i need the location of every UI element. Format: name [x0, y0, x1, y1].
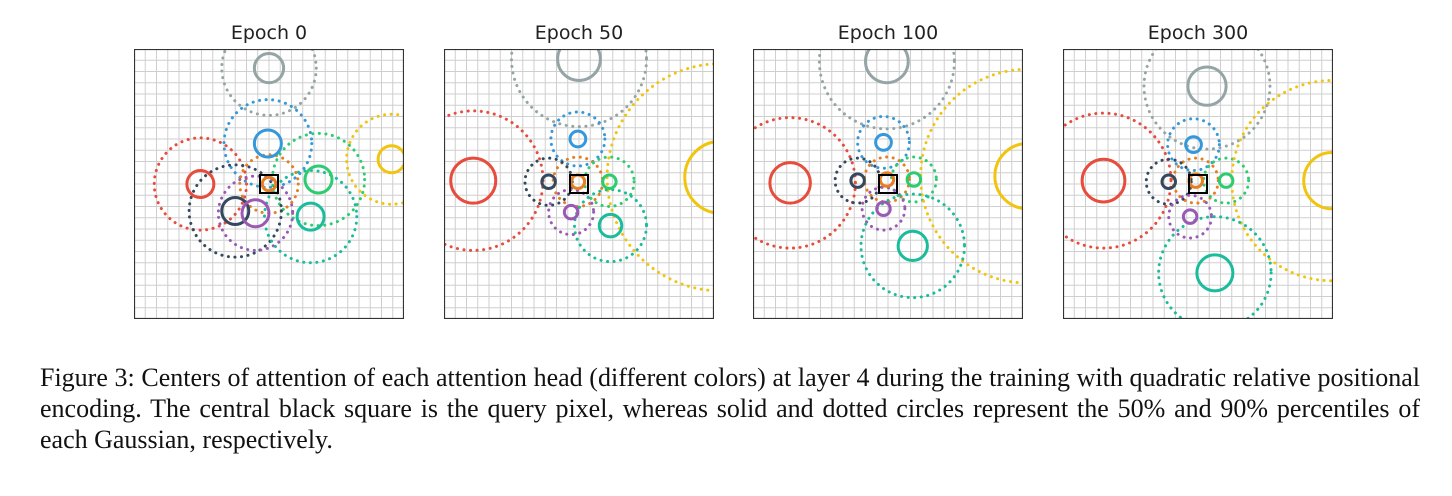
head-90-percentile-orange	[862, 155, 911, 204]
head-50-percentile-green	[905, 171, 923, 188]
grid	[753, 49, 1023, 319]
head-90-percentile-purple	[1167, 193, 1213, 240]
head-50-percentile-teal	[896, 229, 929, 262]
panel-epoch-0	[134, 49, 404, 319]
head-50-percentile-yellow	[376, 144, 404, 175]
figure-caption: Figure 3: Centers of attention of each a…	[40, 363, 1420, 454]
query-pixel-square	[878, 174, 898, 194]
head-90-percentile-gray	[220, 49, 318, 117]
panel-epoch-100-title: Epoch 100	[837, 22, 939, 44]
head-50-percentile-yellow	[683, 140, 714, 215]
head-50-percentile-gray	[864, 49, 910, 85]
head-50-percentile-teal	[1195, 253, 1235, 293]
head-50-percentile-purple	[875, 200, 892, 217]
head-90-percentile-teal	[263, 169, 359, 265]
head-50-percentile-blue	[252, 128, 283, 159]
query-pixel-square	[569, 174, 589, 194]
head-90-percentile-blue	[222, 98, 314, 189]
head-50-percentile-teal	[597, 212, 624, 239]
grid	[134, 49, 404, 319]
query-pixel-square	[259, 174, 279, 194]
head-90-percentile-dark	[833, 156, 882, 205]
head-90-percentile-green	[270, 131, 367, 228]
grid	[444, 49, 714, 319]
head-50-percentile-red	[185, 169, 216, 199]
head-90-percentile-blue	[856, 115, 911, 170]
head-90-percentile-blue	[1166, 117, 1221, 172]
head-90-percentile-green	[1202, 156, 1251, 205]
head-50-percentile-blue	[1184, 135, 1203, 154]
head-90-percentile-yellow	[345, 112, 404, 206]
head-50-percentile-dark	[1160, 173, 1177, 190]
head-90-percentile-gray	[510, 49, 648, 129]
head-50-percentile-yellow	[1302, 151, 1333, 211]
head-90-percentile-yellow	[1230, 79, 1333, 283]
head-50-percentile-green	[303, 164, 334, 195]
head-50-percentile-teal	[295, 201, 326, 232]
panel-epoch-50	[444, 49, 714, 319]
head-90-percentile-orange	[551, 155, 605, 208]
head-50-percentile-green	[1217, 172, 1235, 189]
head-50-percentile-red	[449, 156, 498, 205]
head-90-percentile-teal	[1157, 215, 1273, 319]
head-90-percentile-gray	[817, 49, 956, 131]
head-50-percentile-dark	[220, 196, 251, 226]
head-50-percentile-gray	[1186, 65, 1228, 107]
head-90-percentile-green	[583, 155, 636, 208]
panel-frame	[134, 49, 404, 319]
panel-frame	[753, 49, 1023, 319]
head-50-percentile-purple	[1181, 208, 1199, 225]
head-50-percentile-yellow	[993, 142, 1023, 210]
head-50-percentile-purple	[562, 203, 580, 221]
head-50-percentile-red	[1080, 157, 1127, 204]
head-50-percentile-orange	[878, 171, 896, 188]
head-90-percentile-dark	[187, 163, 283, 259]
head-50-percentile-green	[601, 173, 618, 190]
panel-epoch-50-title: Epoch 50	[534, 22, 624, 44]
panel-epoch-300	[1063, 49, 1333, 319]
head-50-percentile-gray	[252, 52, 286, 85]
head-90-percentile-yellow	[605, 62, 714, 293]
head-90-percentile-purple	[547, 188, 596, 237]
head-90-percentile-gray	[1142, 49, 1272, 151]
head-50-percentile-blue	[874, 133, 893, 152]
query-pixel-square	[1188, 174, 1208, 194]
head-90-percentile-green	[889, 155, 938, 204]
head-90-percentile-blue	[549, 110, 607, 168]
head-50-percentile-orange	[260, 175, 278, 193]
head-50-percentile-purple	[240, 198, 271, 229]
head-90-percentile-red	[1063, 111, 1173, 250]
head-90-percentile-red	[152, 136, 248, 232]
head-50-percentile-red	[768, 161, 812, 205]
head-50-percentile-dark	[540, 173, 557, 190]
head-90-percentile-yellow	[919, 67, 1023, 285]
panel-epoch-100	[753, 49, 1023, 319]
head-90-percentile-purple	[216, 174, 295, 252]
head-90-percentile-dark	[523, 156, 574, 207]
head-90-percentile-dark	[1144, 157, 1193, 206]
panel-epoch-0-title: Epoch 0	[230, 22, 308, 44]
head-50-percentile-dark	[849, 172, 866, 189]
panel-epoch-300-title: Epoch 300	[1147, 22, 1249, 44]
head-90-percentile-teal	[573, 188, 648, 264]
head-90-percentile-teal	[859, 192, 966, 300]
head-50-percentile-gray	[556, 49, 602, 82]
panel-frame	[444, 49, 714, 319]
panel-frame	[1063, 49, 1333, 319]
head-90-percentile-red	[753, 116, 857, 250]
head-90-percentile-purple	[860, 185, 907, 232]
head-50-percentile-blue	[568, 129, 588, 149]
